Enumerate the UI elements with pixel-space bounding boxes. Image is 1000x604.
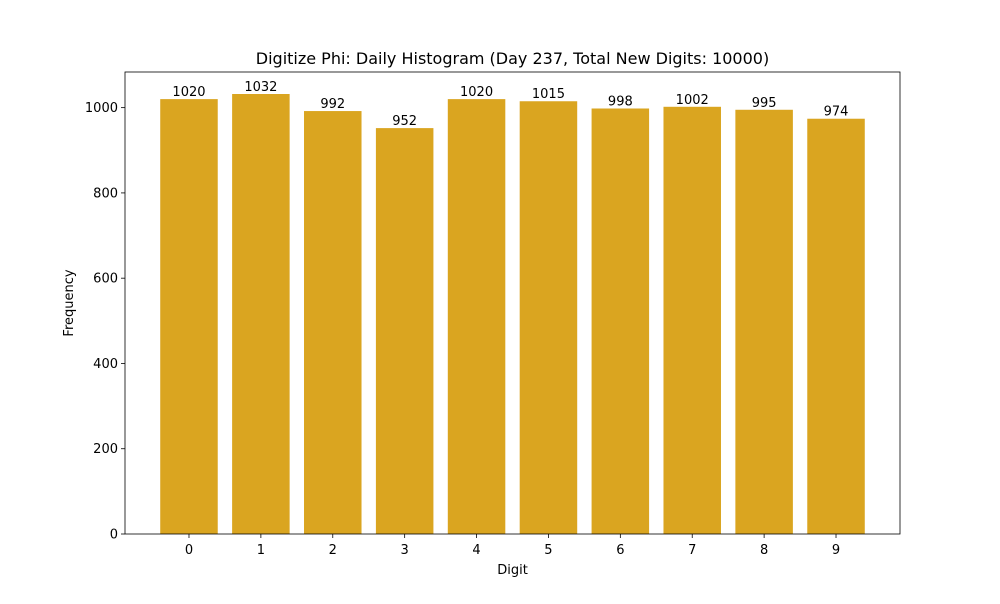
data-label: 995 [752, 96, 777, 111]
x-tick-label: 5 [544, 543, 552, 558]
x-tick-label: 2 [329, 543, 337, 558]
y-axis-label: Frequency [62, 269, 77, 336]
y-tick-label: 400 [93, 357, 118, 372]
data-label: 1032 [244, 80, 277, 95]
bar-2 [304, 111, 362, 534]
bar-4 [447, 99, 506, 535]
axes-frame [124, 71, 901, 535]
x-tick-label: 4 [472, 543, 480, 558]
chart-title: Digitize Phi: Daily Histogram (Day 237, … [256, 49, 769, 68]
data-label: 998 [608, 94, 633, 109]
bar-7 [663, 106, 721, 534]
data-label: 992 [320, 97, 345, 112]
bar-1 [232, 94, 290, 534]
data-label: 974 [824, 105, 849, 120]
x-tick-label: 7 [688, 543, 696, 558]
data-label: 1020 [460, 85, 493, 100]
bar-8 [735, 109, 793, 534]
data-label: 1020 [172, 85, 205, 100]
y-tick-label: 0 [110, 528, 118, 543]
x-tick-label: 6 [616, 543, 624, 558]
bar-9 [807, 118, 865, 534]
bar-5 [519, 101, 578, 535]
data-label: 1015 [532, 87, 565, 102]
x-tick-label: 3 [401, 543, 409, 558]
x-tick-label: 1 [257, 543, 265, 558]
data-label: 1002 [676, 93, 709, 108]
x-axis-label: Digit [497, 563, 528, 578]
y-tick-label: 1000 [85, 101, 118, 116]
x-tick-label: 0 [185, 543, 193, 558]
y-tick-label: 800 [93, 186, 118, 201]
x-tick-label: 9 [832, 543, 840, 558]
bar-6 [591, 108, 650, 534]
y-tick-label: 600 [93, 272, 118, 287]
x-tick-label: 8 [760, 543, 768, 558]
y-tick-label: 200 [93, 442, 118, 457]
bar-3 [375, 128, 434, 534]
data-label: 952 [392, 114, 417, 129]
bar-0 [160, 99, 218, 535]
